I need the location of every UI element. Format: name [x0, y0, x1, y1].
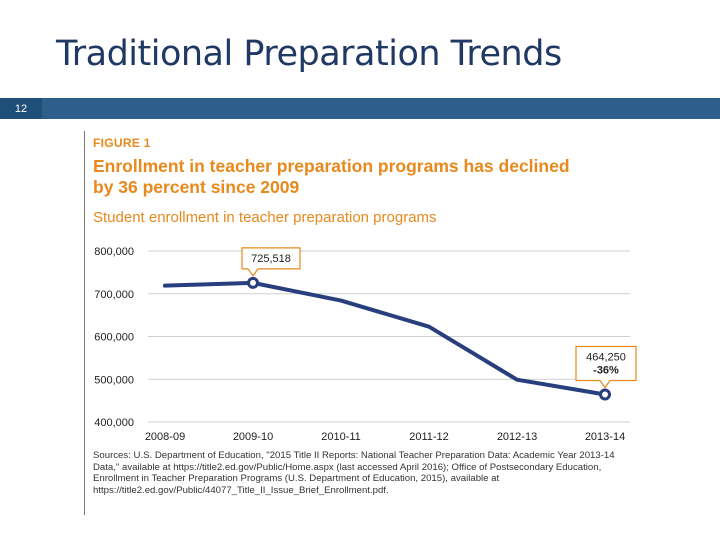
- y-tick-label: 500,000: [94, 374, 134, 386]
- figure-divider: [84, 131, 85, 515]
- annotation-callout: [241, 247, 301, 277]
- chart-subtitle: Student enrollment in teacher preparatio…: [93, 209, 437, 226]
- y-tick-label: 600,000: [94, 332, 134, 344]
- x-tick-label: 2009-10: [233, 431, 273, 443]
- annotation-label: 464,250: [586, 352, 626, 364]
- header-bar: [0, 98, 720, 119]
- slide-title: Traditional Preparation Trends: [56, 34, 562, 74]
- y-tick-label: 700,000: [94, 289, 134, 301]
- data-point-marker: [247, 276, 259, 289]
- x-tick-label: 2010-11: [321, 431, 361, 443]
- annotation-callout: [575, 345, 637, 389]
- sources-note: Sources: U.S. Department of Education, "…: [93, 450, 615, 496]
- y-tick-label: 400,000: [94, 417, 134, 429]
- annotation-label: 725,518: [251, 253, 291, 265]
- x-tick-label: 2011-12: [409, 431, 449, 443]
- chart-title: Enrollment in teacher preparation progra…: [93, 156, 570, 197]
- y-tick-label: 800,000: [94, 246, 134, 258]
- figure-label: FIGURE 1: [93, 136, 151, 150]
- series-line: [163, 280, 607, 397]
- annotation-label: -36%: [593, 365, 619, 377]
- slide-number: 12: [0, 98, 42, 119]
- data-point-marker: [599, 388, 611, 401]
- x-tick-label: 2008-09: [145, 431, 185, 443]
- x-tick-label: 2012-13: [497, 431, 537, 443]
- x-tick-label: 2013-14: [585, 431, 625, 443]
